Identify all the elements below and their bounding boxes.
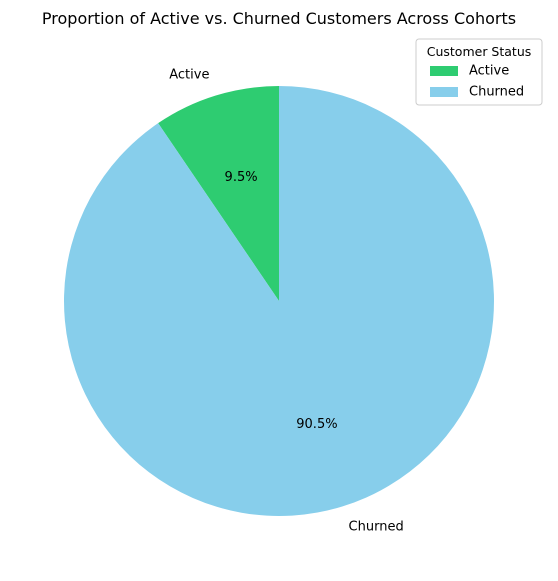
legend: Customer Status Active Churned — [415, 38, 543, 106]
legend-label-churned: Churned — [469, 85, 524, 100]
legend-swatch-churned — [430, 87, 458, 97]
pie-slice-active — [158, 86, 279, 301]
slice-label-active: Active — [169, 67, 209, 82]
chart-title: Proportion of Active vs. Churned Custome… — [42, 9, 516, 28]
slice-label-churned: Churned — [349, 520, 404, 535]
pie-slices — [64, 86, 495, 516]
legend-title: Customer Status — [427, 44, 532, 59]
pie-labels: Active 9.5% Churned 90.5% — [169, 67, 403, 534]
percent-label-active: 9.5% — [225, 170, 258, 185]
legend-entries: Active Churned — [430, 64, 524, 100]
pie-slice-churned — [64, 86, 495, 516]
legend-label-active: Active — [469, 64, 509, 79]
percent-label-churned: 90.5% — [296, 417, 337, 432]
legend-swatch-active — [430, 66, 458, 76]
